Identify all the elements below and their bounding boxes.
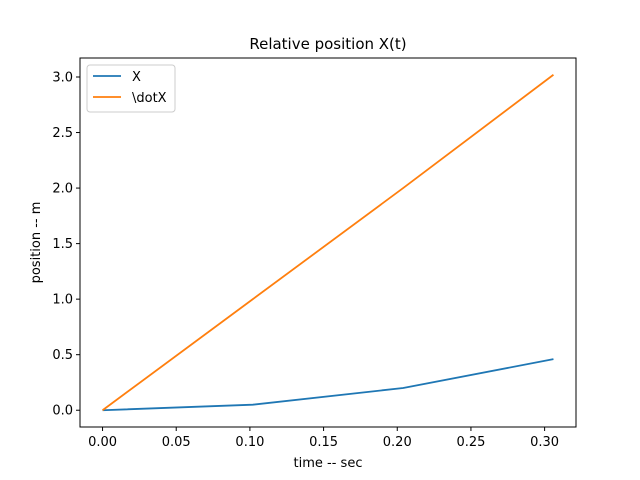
legend: X \dotX xyxy=(86,64,176,113)
x-axis-label: time -- sec xyxy=(294,456,363,471)
chart-title: Relative position X(t) xyxy=(249,35,406,53)
x-tick-label-3: 0.15 xyxy=(309,435,338,450)
y-axis-ticks: 0.0 0.5 1.0 1.5 2.0 2.5 3.0 xyxy=(52,70,80,419)
series-line-0 xyxy=(102,358,554,412)
y-axis-label: position -- m xyxy=(29,202,44,284)
y-tick-label-6: 3.0 xyxy=(52,70,73,85)
x-axis-ticks: 0.00 0.05 0.10 0.15 0.20 0.25 0.30 xyxy=(88,427,559,450)
legend-label-dotx: \dotX xyxy=(132,91,167,106)
x-tick-label-0: 0.00 xyxy=(88,435,117,450)
series-line-1 xyxy=(102,74,554,411)
x-tick-label-1: 0.05 xyxy=(162,435,191,450)
y-tick-label-1: 0.5 xyxy=(52,348,73,363)
x-tick-label-2: 0.10 xyxy=(235,435,264,450)
legend-label-x: X xyxy=(132,70,141,85)
y-tick-label-4: 2.0 xyxy=(52,182,73,197)
x-tick-label-6: 0.30 xyxy=(530,435,559,450)
x-tick-label-4: 0.20 xyxy=(383,435,412,450)
y-tick-label-2: 1.0 xyxy=(52,293,73,308)
x-tick-label-5: 0.25 xyxy=(456,435,485,450)
axes-frame xyxy=(79,57,577,428)
y-tick-label-0: 0.0 xyxy=(52,404,73,419)
y-tick-label-3: 1.5 xyxy=(52,237,73,252)
y-tick-label-5: 2.5 xyxy=(52,126,73,141)
series-layer xyxy=(102,74,554,412)
